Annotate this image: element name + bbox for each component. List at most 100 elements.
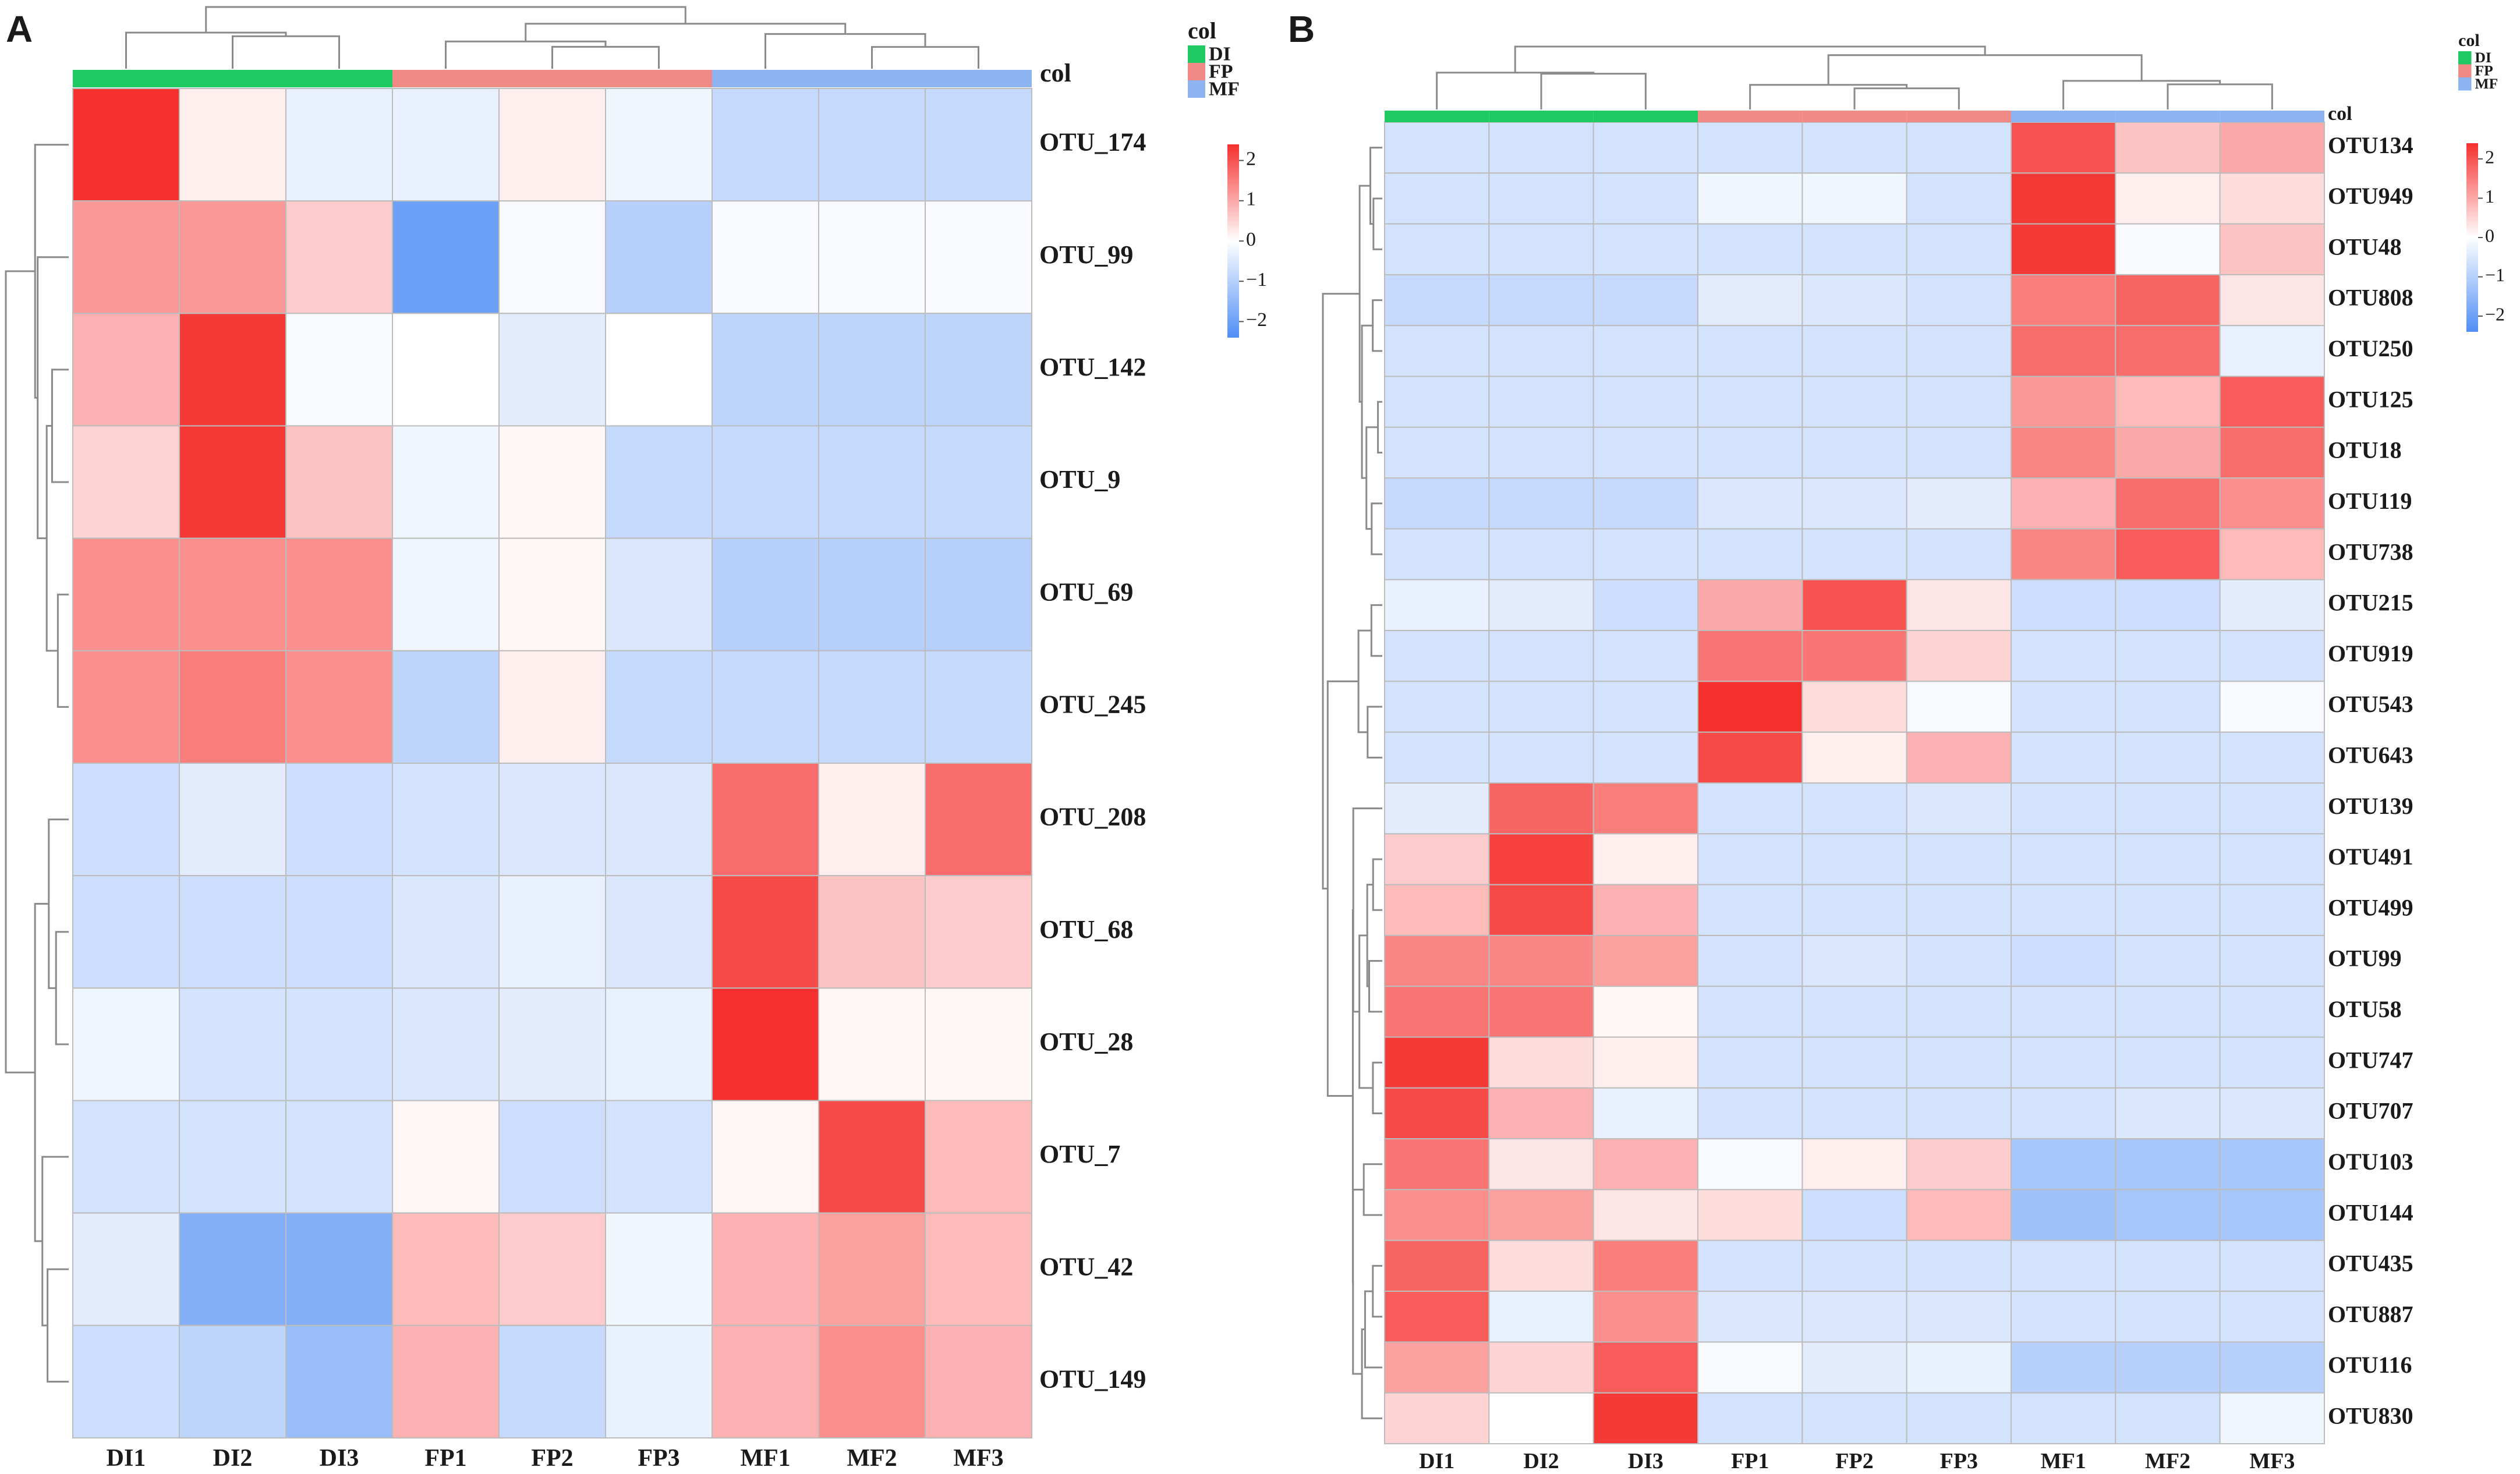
heatmap-cell <box>1697 884 1803 936</box>
heatmap-cell <box>285 763 393 877</box>
row-label: OTU_208 <box>1039 803 1146 831</box>
row-dendrogram-branch <box>1326 680 1359 1097</box>
heatmap-cell <box>1697 782 1803 835</box>
heatmap-cell <box>498 1212 606 1326</box>
heatmap-cell <box>2115 731 2221 784</box>
annotation-bar-cell <box>819 70 925 87</box>
heatmap-cell <box>712 313 819 427</box>
heatmap-cell <box>605 1212 713 1326</box>
legend-label: DI <box>2475 49 2491 66</box>
heatmap-cell <box>1697 122 1803 174</box>
heatmap-cell <box>392 537 500 651</box>
heatmap-cell <box>1801 1239 1907 1292</box>
heatmap-cell <box>2115 681 2221 733</box>
heatmap-cell <box>1801 528 1907 580</box>
row-dendrogram-branch <box>1367 706 1382 759</box>
heatmap-cell <box>1592 528 1699 580</box>
row-label: OTU_28 <box>1039 1027 1133 1056</box>
row-dendrogram-branch <box>1372 299 1382 352</box>
heatmap-cell <box>1592 884 1699 936</box>
heatmap-cell <box>2115 477 2221 530</box>
column-label: DI2 <box>213 1445 253 1472</box>
legend-swatch <box>2458 64 2472 77</box>
heatmap-cell <box>392 875 500 989</box>
heatmap-cell <box>1592 1087 1699 1140</box>
heatmap-cell <box>1697 1138 1803 1190</box>
heatmap-cell <box>392 1324 500 1438</box>
heatmap-cell <box>2011 528 2116 580</box>
heatmap-cell <box>2219 731 2326 784</box>
heatmap-cell <box>925 875 1032 989</box>
heatmap-cell <box>1592 630 1699 682</box>
heatmap-cell <box>605 875 713 989</box>
heatmap-cell <box>1697 1392 1803 1445</box>
annotation-label: col <box>1040 59 1071 87</box>
heatmap-cell <box>1488 579 1594 632</box>
heatmap-cell <box>1592 122 1699 174</box>
row-dendrogram-branch <box>1368 960 1382 1013</box>
annotation-bar-cell <box>179 70 286 87</box>
row-label: OTU116 <box>2328 1352 2412 1378</box>
annotation-bar-cell <box>1906 111 2011 122</box>
heatmap-cell <box>1906 1189 2012 1241</box>
heatmap-cell <box>1592 1138 1699 1190</box>
heatmap-cell <box>1384 1138 1490 1190</box>
row-label: OTU18 <box>2328 437 2402 463</box>
heatmap-cell <box>2219 122 2326 174</box>
heatmap-cell <box>285 200 393 314</box>
color-scale-tick-label: −2 <box>1246 309 1267 331</box>
column-label: DI1 <box>1419 1449 1454 1473</box>
heatmap-cell <box>2115 172 2221 225</box>
heatmap-cell <box>2011 681 2116 733</box>
heatmap-cell <box>285 1324 393 1438</box>
heatmap-cell <box>1906 1341 2012 1394</box>
heatmap-cell <box>498 650 606 764</box>
color-scale-tick-label: 0 <box>1246 229 1256 250</box>
heatmap-cell <box>712 650 819 764</box>
heatmap-cell <box>2115 1036 2221 1089</box>
column-label: DI1 <box>107 1445 146 1472</box>
row-dendrogram-branch <box>1372 858 1382 911</box>
row-label: OTU_68 <box>1039 915 1133 944</box>
annotation-bar-cell <box>392 70 499 87</box>
heatmap-cell <box>1801 681 1907 733</box>
heatmap-cell <box>712 1324 819 1438</box>
heatmap-cell <box>2219 1087 2326 1140</box>
heatmap-cell <box>1592 223 1699 275</box>
color-scale-tick-label: 2 <box>1246 148 1256 169</box>
heatmap-cell <box>712 1212 819 1326</box>
heatmap-cell <box>1801 477 1907 530</box>
row-dendrogram-branch <box>1357 629 1372 734</box>
heatmap-cell <box>1488 477 1594 530</box>
heatmap-cell <box>818 987 926 1101</box>
annotation-bar-cell <box>712 70 819 87</box>
heatmap-cell <box>2011 1291 2116 1343</box>
heatmap-cell <box>2115 884 2221 936</box>
column-label: MF3 <box>953 1445 1003 1472</box>
heatmap-cell <box>2115 1291 2221 1343</box>
heatmap-cell <box>1906 375 2012 428</box>
heatmap-cell <box>179 650 286 764</box>
heatmap-cell <box>605 537 713 651</box>
row-label: OTU738 <box>2328 538 2413 565</box>
heatmap-cell <box>1906 1291 2012 1343</box>
heatmap-cell <box>925 313 1032 427</box>
row-dendrogram-branch <box>34 144 69 399</box>
heatmap-cell <box>179 537 286 651</box>
column-label: MF3 <box>2249 1449 2295 1473</box>
heatmap-cell <box>1906 1087 2012 1140</box>
heatmap-cell <box>72 1324 180 1438</box>
column-dendrogram-branch <box>1540 73 1647 109</box>
heatmap-cell <box>1906 681 2012 733</box>
heatmap-cell <box>179 987 286 1101</box>
row-label: OTU215 <box>2328 590 2413 616</box>
heatmap-cell <box>285 1212 393 1326</box>
heatmap-cell <box>712 88 819 202</box>
heatmap-cell <box>2115 833 2221 885</box>
heatmap-cell <box>285 875 393 989</box>
heatmap-cell <box>498 88 606 202</box>
heatmap-cell <box>1488 172 1594 225</box>
heatmap-cell <box>392 1212 500 1326</box>
row-label: OTU_174 <box>1039 128 1146 157</box>
